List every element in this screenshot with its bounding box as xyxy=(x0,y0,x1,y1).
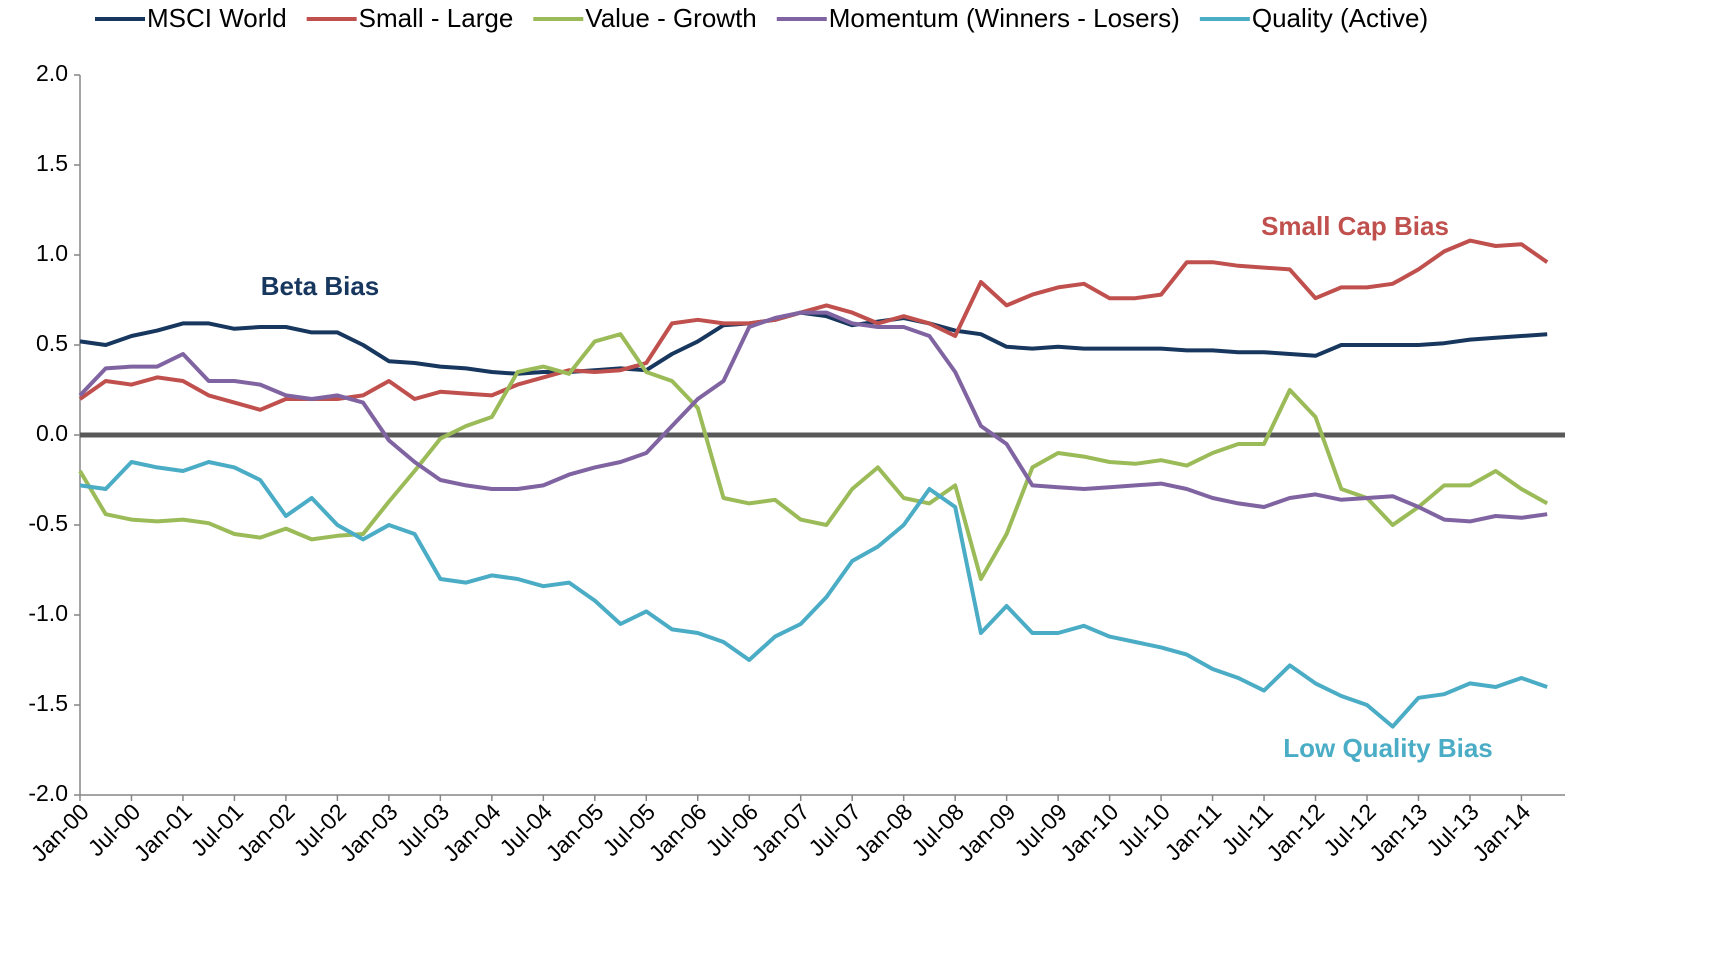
annotation: Small Cap Bias xyxy=(1261,211,1449,241)
x-tick-label: Jan-04 xyxy=(438,798,506,866)
x-tick-label: Jan-12 xyxy=(1261,798,1329,866)
series-line xyxy=(79,310,1548,376)
x-tick-label: Jan-06 xyxy=(643,798,711,866)
legend-label: Momentum (Winners - Losers) xyxy=(829,3,1180,33)
series-line xyxy=(78,310,1548,524)
y-tick-label: 0.0 xyxy=(36,420,68,446)
x-tick-label: Jan-05 xyxy=(541,798,609,866)
x-tick-label: Jan-09 xyxy=(952,798,1020,866)
x-tick-label: Jan-13 xyxy=(1364,798,1432,866)
x-tick-label: Jan-03 xyxy=(335,798,403,866)
series-line xyxy=(78,332,1549,581)
y-tick-label: 0.5 xyxy=(36,330,68,356)
x-tick-label: Jan-00 xyxy=(26,798,94,866)
legend-label: Value - Growth xyxy=(585,3,756,33)
x-tick-label: Jan-08 xyxy=(849,798,917,866)
annotation: Low Quality Bias xyxy=(1283,733,1493,763)
series-line xyxy=(79,460,1548,729)
x-tick-label: Jan-10 xyxy=(1055,798,1123,866)
series-line xyxy=(78,238,1549,412)
y-tick-label: 2.0 xyxy=(36,60,68,86)
x-tick-label: Jan-07 xyxy=(746,798,814,866)
x-tick-label: Jan-11 xyxy=(1159,798,1226,865)
x-tick-label: Jan-02 xyxy=(232,798,300,866)
y-tick-label: -0.5 xyxy=(28,510,68,536)
y-tick-label: 1.0 xyxy=(36,240,68,266)
y-tick-label: -2.0 xyxy=(28,780,68,806)
y-tick-label: 1.5 xyxy=(36,150,68,176)
y-tick-label: -1.0 xyxy=(28,600,68,626)
legend-label: Small - Large xyxy=(359,3,514,33)
legend-label: MSCI World xyxy=(147,3,287,33)
legend-label: Quality (Active) xyxy=(1252,3,1428,33)
y-tick-label: -1.5 xyxy=(28,690,68,716)
x-tick-label: Jan-14 xyxy=(1467,798,1535,866)
annotation: Beta Bias xyxy=(261,271,380,301)
x-tick-label: Jan-01 xyxy=(129,798,197,866)
